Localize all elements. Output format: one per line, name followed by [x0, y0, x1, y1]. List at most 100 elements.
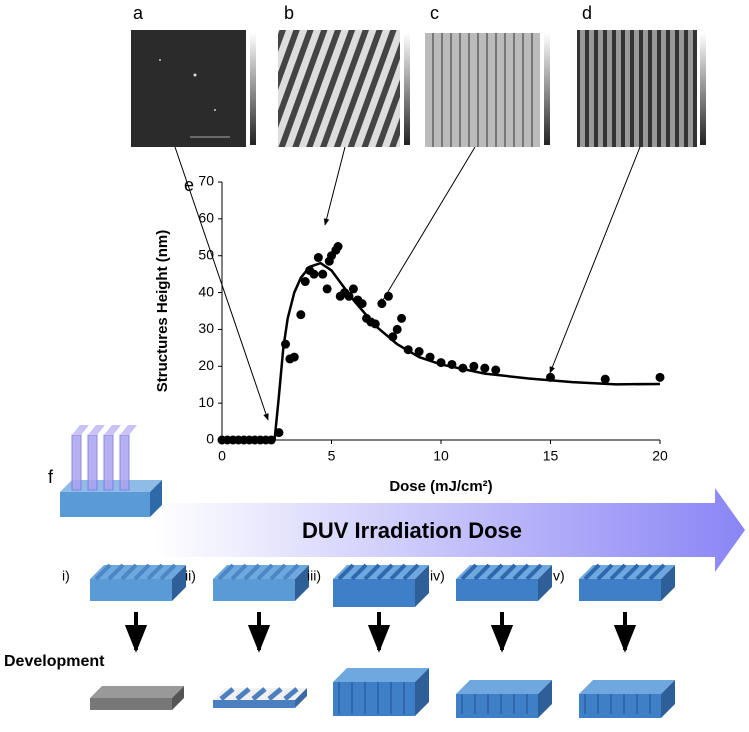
block-side: [538, 680, 552, 718]
step-label: ii): [185, 568, 196, 584]
stripe: [107, 563, 125, 581]
data-point: [383, 291, 393, 301]
afm-image-c: [425, 33, 540, 147]
stripe: [583, 563, 601, 581]
block-front: [333, 579, 415, 607]
stripe: [402, 563, 420, 581]
block-front: [90, 579, 172, 601]
y-tick-label: 40: [198, 283, 214, 299]
stripe: [283, 687, 299, 701]
data-point: [397, 313, 407, 323]
panel-label: a: [133, 3, 144, 23]
stripe: [217, 563, 235, 581]
block-side: [661, 680, 675, 718]
x-axis-label: Dose (mJ/cm²): [389, 478, 492, 495]
block-top: [90, 686, 184, 698]
panel-label: b: [284, 3, 294, 23]
fin-top: [88, 425, 105, 435]
data-point: [309, 269, 319, 279]
stripe: [622, 563, 640, 581]
stripe: [133, 563, 151, 581]
stripe: [648, 563, 666, 581]
data-point: [600, 374, 610, 384]
fin-top: [72, 425, 89, 435]
block-side: [415, 668, 429, 716]
y-tick-label: 20: [198, 357, 214, 373]
stripe: [389, 563, 407, 581]
stripe: [94, 563, 112, 581]
data-point: [348, 284, 358, 294]
block-front: [456, 694, 538, 718]
block-top: [579, 680, 675, 694]
panel-label: f: [48, 467, 54, 487]
stripe: [512, 563, 530, 581]
panel-label: e: [184, 175, 194, 195]
stripe: [363, 563, 381, 581]
stripe: [596, 563, 614, 581]
data-point: [318, 269, 328, 279]
data-point: [414, 347, 424, 357]
stripe: [635, 563, 653, 581]
stripe: [499, 563, 517, 581]
stripe: [376, 563, 394, 581]
stripe: [120, 563, 138, 581]
block-side: [415, 565, 429, 607]
stripe: [337, 563, 355, 581]
panel-label: c: [430, 3, 439, 23]
color-bar: [700, 33, 706, 145]
color-bar: [250, 33, 256, 145]
x-tick-label: 15: [543, 448, 559, 464]
afm-image-a: [131, 30, 246, 147]
development-label: Development: [4, 653, 105, 670]
stripe: [243, 563, 261, 581]
fin: [71, 434, 82, 491]
fin-top: [120, 425, 137, 435]
y-tick-label: 50: [198, 246, 214, 262]
step-label: iii): [307, 568, 321, 584]
block-front: [90, 698, 172, 710]
fin: [87, 434, 98, 491]
stripe: [269, 563, 287, 581]
y-tick-label: 70: [198, 173, 214, 189]
block-top: [333, 668, 429, 682]
step-label: iv): [430, 568, 445, 584]
fin-top: [104, 425, 121, 435]
schematic: i) ii) iii) iv) v): [60, 425, 675, 718]
x-tick-label: 10: [433, 448, 449, 464]
data-point: [392, 324, 402, 334]
block-side: [295, 688, 307, 708]
y-tick-label: 60: [198, 210, 214, 226]
fin: [103, 434, 114, 491]
x-tick-label: 0: [218, 448, 226, 464]
color-bar: [544, 33, 550, 145]
block-side: [538, 565, 552, 601]
stripe: [282, 563, 300, 581]
stripe: [159, 563, 177, 581]
y-axis-label: Structures Height (nm): [154, 230, 171, 393]
step-label: i): [62, 568, 70, 584]
data-point: [289, 352, 299, 362]
block-front: [213, 700, 295, 708]
block-front: [579, 579, 661, 601]
x-tick-label: 20: [652, 448, 668, 464]
block-side: [172, 686, 184, 710]
block-front: [579, 694, 661, 718]
block-side: [661, 565, 675, 601]
block-front: [333, 682, 415, 716]
stripe: [525, 563, 543, 581]
data-point: [480, 363, 490, 373]
pointer-arrows: [174, 146, 641, 421]
block-side: [172, 565, 186, 601]
stripe: [251, 687, 267, 701]
stripe: [219, 687, 235, 701]
data-point: [469, 361, 479, 371]
stripe: [230, 563, 248, 581]
stripe: [486, 563, 504, 581]
y-tick-label: 30: [198, 320, 214, 336]
dose-arrow: [155, 488, 745, 572]
data-point: [491, 365, 501, 375]
stripe: [609, 563, 627, 581]
block-side: [150, 480, 162, 517]
